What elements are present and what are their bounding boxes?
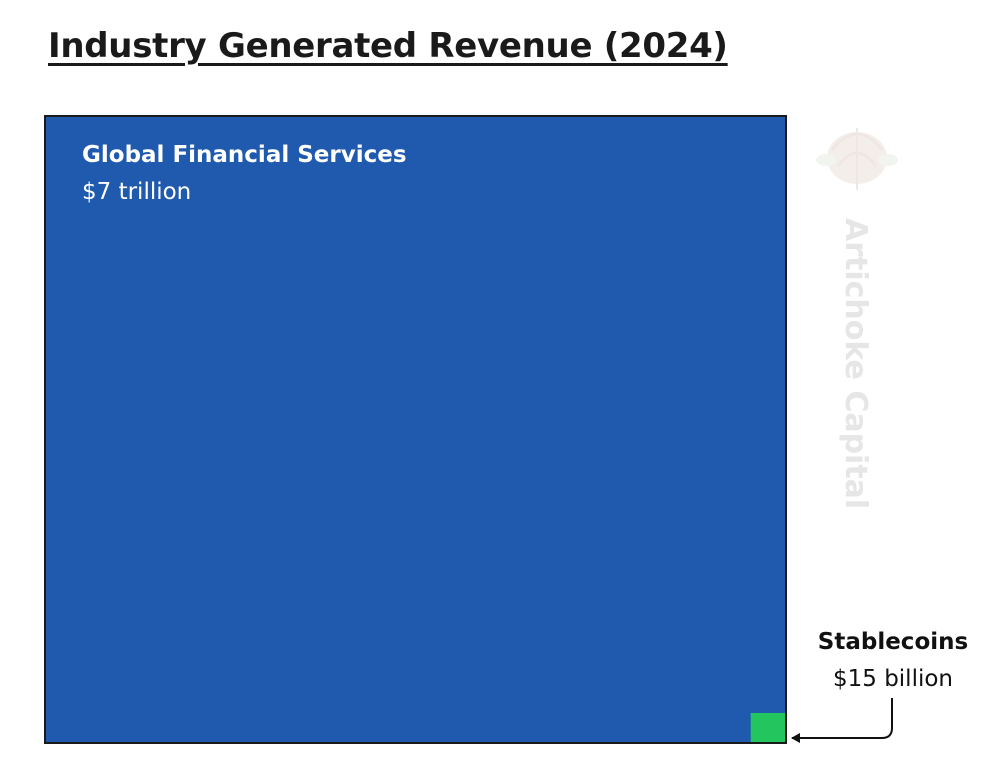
stablecoins-area: [750, 712, 785, 742]
stablecoins-value: $15 billion: [833, 666, 953, 692]
global-financial-services-label: Global Financial Services: [82, 142, 407, 168]
chart-title: Industry Generated Revenue (2024): [48, 26, 728, 66]
watermark-text: Artichoke Capital: [838, 218, 873, 509]
stablecoins-label: Stablecoins: [818, 629, 968, 655]
artichoke-logo-icon: [816, 128, 898, 190]
global-financial-services-value: $7 trillion: [82, 179, 191, 205]
global-financial-services-area: [44, 115, 787, 744]
stablecoins-arrow: [791, 698, 893, 743]
